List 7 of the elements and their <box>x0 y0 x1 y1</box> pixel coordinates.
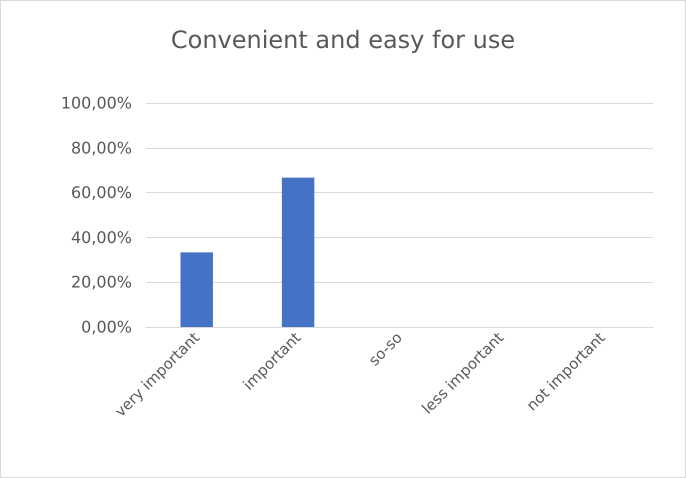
y-tick-label: 100,00% <box>60 94 132 112</box>
chart-title: Convenient and easy for use <box>170 26 516 54</box>
y-tick-label: 0,00% <box>81 318 132 336</box>
y-tick-label: 20,00% <box>70 272 132 292</box>
y-tick-label: 80,00% <box>70 138 132 158</box>
y-tick-label: 60,00% <box>70 183 132 202</box>
y-tick-label: 40,00% <box>70 228 132 247</box>
